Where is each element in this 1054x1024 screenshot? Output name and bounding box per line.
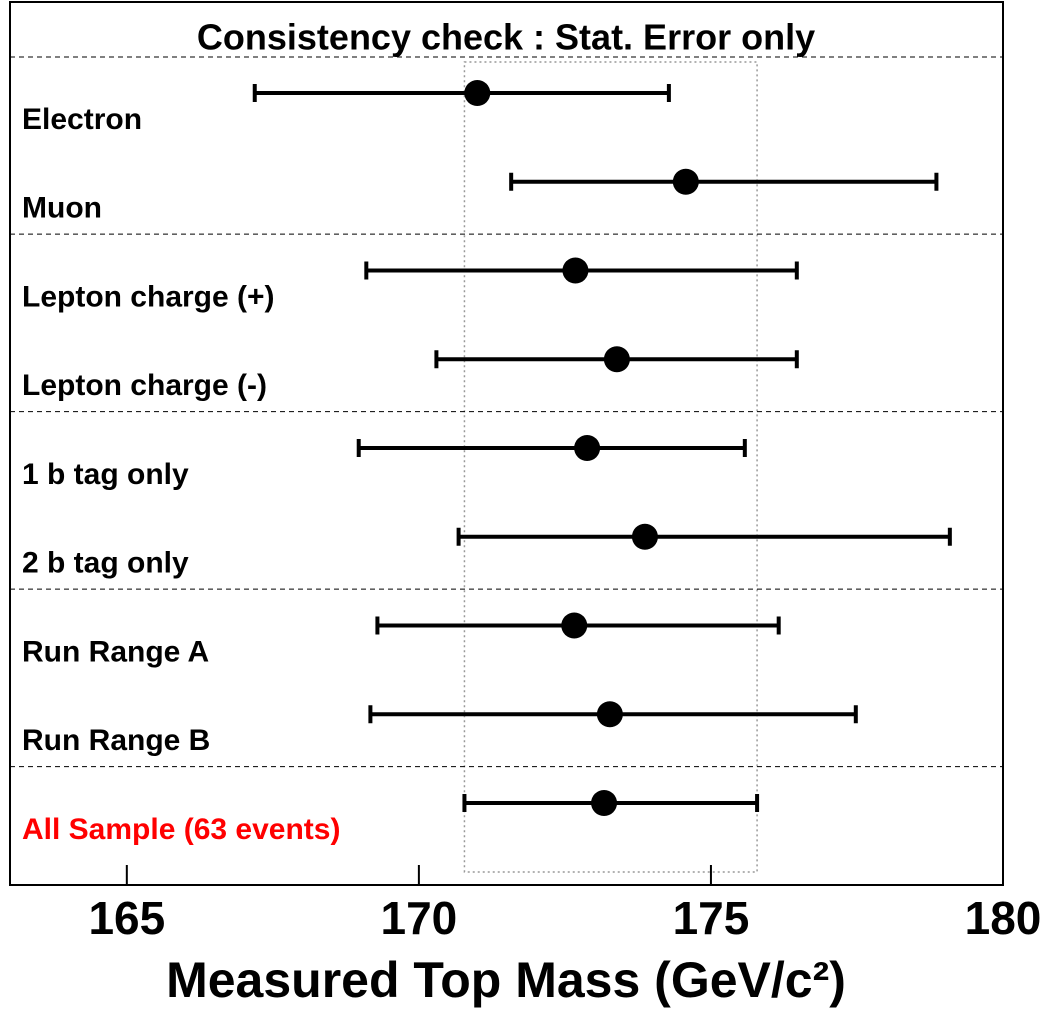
row-label: Electron: [22, 103, 142, 136]
point: [672, 168, 699, 195]
row-label: Muon: [22, 192, 102, 225]
point: [596, 701, 623, 728]
point: [603, 346, 630, 373]
combined-band: [463, 61, 758, 873]
point: [464, 80, 491, 106]
point: [562, 257, 589, 284]
plot-frame: [9, 1, 1004, 886]
point: [631, 523, 658, 550]
row-label: Lepton charge (+): [22, 280, 275, 313]
point: [561, 612, 588, 639]
row-label: 1 b tag only: [22, 458, 189, 491]
x-tick-label: 165: [88, 892, 165, 944]
row-label: All Sample (63 events): [22, 813, 340, 846]
x-tick-label: 170: [381, 892, 458, 944]
x-axis-label: Measured Top Mass (GeV/c²): [166, 952, 846, 1008]
chart-title: Consistency check : Stat. Error only: [197, 17, 815, 58]
row-label: Lepton charge (-): [22, 369, 267, 402]
x-tick-label: 180: [965, 892, 1042, 944]
row-label: Run Range B: [22, 724, 210, 757]
row-label: 2 b tag only: [22, 547, 189, 580]
point: [591, 790, 618, 816]
x-tick-label: 175: [673, 892, 750, 944]
point: [574, 435, 601, 461]
row-label: Run Range A: [22, 635, 209, 668]
